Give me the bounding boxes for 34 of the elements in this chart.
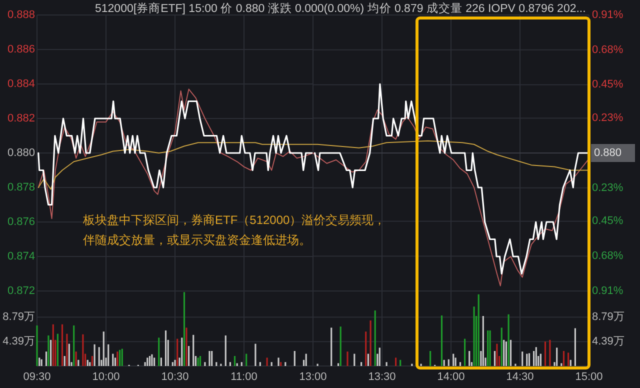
x-tick-label: 10:30: [161, 371, 189, 383]
y2-tick-label: 0.45%: [592, 78, 624, 91]
y-tick-label: 0.874: [7, 250, 35, 262]
x-tick-label: 11:00: [230, 371, 258, 383]
y2-tick-label: 0.68%: [592, 44, 624, 56]
y-tick-label: 8.79万: [2, 311, 35, 324]
x-tick-label: 14:00: [437, 371, 465, 383]
annotation: 伴随成交放量，或显示买盘资金逢低进场。: [83, 233, 311, 247]
y-tick-label: 0.876: [7, 216, 35, 228]
y-tick-label: 0.878: [7, 181, 35, 194]
y-tick-label: 0.888: [7, 8, 35, 21]
x-tick-label: 15:00: [575, 371, 603, 383]
y2-tick-label: 0.91%: [592, 8, 624, 21]
x-tick-label: 10:00: [92, 371, 120, 383]
y2-tick-label: 0.23%: [592, 182, 624, 194]
x-tick-label: 13:30: [368, 371, 396, 383]
y2-tick-label: 4.39万: [592, 336, 624, 348]
y-tick-label: 0.886: [7, 43, 35, 56]
y-tick-label: 4.39万: [2, 336, 35, 348]
y2-tick-label: 0.45%: [592, 215, 624, 228]
y-tick-label: 0.880: [7, 146, 35, 159]
x-tick-label: 14:30: [506, 371, 534, 383]
y2-tick-label: 0.68%: [592, 250, 624, 262]
y2-tick-label: 8.79万: [592, 311, 624, 324]
x-tick-label: 13:00: [299, 371, 327, 383]
text: 512000[券商ETF] 15:00 价 0.880 涨跌 0.000(0.00%) 均价 0.879 成交量 226 IOPV 0.8796 202...: [95, 1, 586, 15]
y-tick-label: 0.884: [7, 78, 35, 90]
y2-tick-label: 0.23%: [592, 112, 624, 124]
annotation: 板块盘中下探区间，券商ETF（512000）溢价交易频现，: [82, 213, 386, 227]
ref-line-label: 0.880: [594, 146, 622, 159]
y-tick-label: 0.872: [7, 284, 35, 297]
x-tick-label: 09:30: [23, 371, 51, 383]
y-tick-label: 0.882: [7, 112, 35, 124]
y2-tick-label: 0.91%: [592, 284, 624, 297]
